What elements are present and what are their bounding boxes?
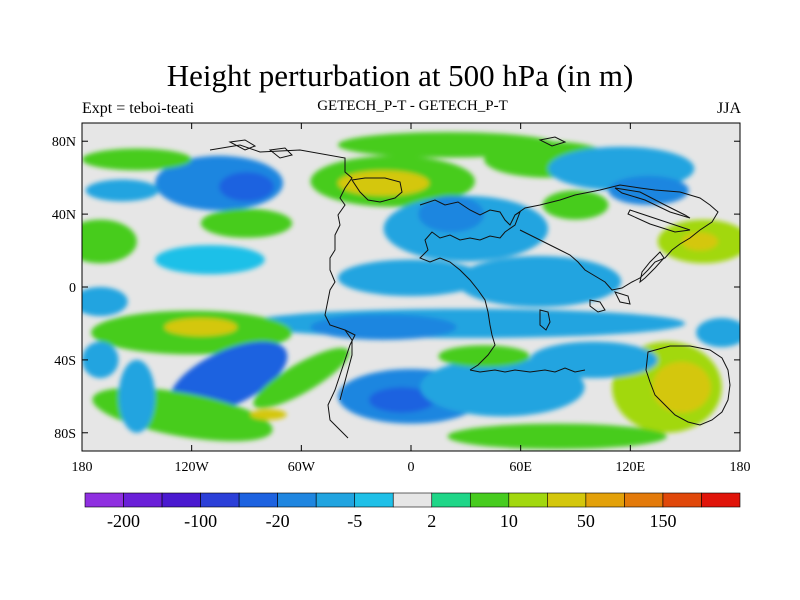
y-tick-label-3: 40S	[54, 354, 76, 369]
y-tick-label-4: 80S	[54, 427, 76, 442]
colorbar-box-10	[469, 492, 510, 508]
field-west-pacific-high-core	[681, 232, 719, 251]
axis-ticks: 180 120W 60W 0 60E 120E 180 80N 40N 0 40S 80S	[52, 123, 751, 475]
field-pacific-north-low-core	[219, 172, 274, 202]
greenland-coast	[351, 177, 403, 203]
x-tick-label-0: 180	[72, 460, 93, 475]
field-antarctic-pacific-high-core	[250, 409, 287, 421]
colorbar-box-6	[315, 492, 356, 508]
field-tropics-low	[337, 259, 485, 297]
experiment-label: Expt = teboi-teati	[82, 100, 195, 117]
colorbar-box-15	[662, 492, 702, 508]
field-dateline-high	[82, 219, 137, 264]
field-east-pacific-tropic-low	[155, 245, 265, 275]
y-tick-label-1: 40N	[52, 208, 76, 223]
field-pacific-west-low	[85, 179, 159, 202]
arctic-islands	[228, 136, 567, 159]
colorbar-label-3: -5	[347, 511, 362, 531]
field-equatorial-low-west	[82, 287, 128, 317]
colorbar-box-1	[123, 492, 163, 508]
field-indian-low	[456, 256, 622, 308]
field-south-america-low	[310, 314, 457, 340]
field-antarctica-edge-high	[447, 423, 667, 450]
colorbar-box-3	[200, 492, 240, 508]
field-asia-high	[542, 190, 609, 220]
field-australia-high-core	[652, 361, 711, 413]
x-tick-label-3: 0	[408, 460, 415, 475]
field-southern-africa-high	[438, 345, 530, 368]
colorbar-label-7: 150	[649, 511, 676, 531]
colorbar-label-0: -200	[107, 511, 140, 531]
x-tick-label-6: 180	[730, 460, 751, 475]
field-east-asia-low-core	[608, 175, 689, 205]
x-tick-label-2: 60W	[288, 460, 316, 475]
colorbar-box-4	[238, 492, 278, 508]
field-south-pacific-edge-low	[82, 341, 119, 379]
field-south-pacific-high-core	[164, 317, 238, 337]
colorbar-label-5: 10	[500, 511, 518, 531]
asia-coast	[514, 184, 719, 291]
colorbar-box-2	[161, 492, 201, 508]
field-indian-ocean-low	[420, 358, 585, 417]
antarctic-margin	[469, 367, 586, 373]
europe-africa-coast	[419, 199, 521, 371]
colorbar-box-9	[431, 492, 471, 508]
map-area: 180 120W 60W 0 60E 120E 180 80N 40N 0 40S 80S	[52, 122, 751, 475]
field-south-pacific-band-low	[118, 359, 156, 433]
north-america-coast	[209, 144, 356, 439]
field-australia-north-low	[529, 341, 658, 379]
colorbar-box-11	[508, 492, 548, 508]
field-europe-low-core	[418, 195, 485, 233]
field-atlantic-north-high-core	[337, 170, 430, 196]
colorbar-label-4: 2	[427, 511, 436, 531]
australia-coast	[645, 345, 731, 426]
maritime-islands	[589, 291, 631, 313]
field-tropical-band-low	[246, 308, 686, 339]
colorbar-label-6: 50	[577, 511, 595, 531]
x-tick-label-4: 60E	[509, 460, 532, 475]
colorbar-box-14	[624, 492, 664, 508]
colorbar-box-12	[547, 492, 587, 508]
x-tick-label-1: 120W	[175, 460, 210, 475]
colorbar-box-8	[392, 492, 433, 508]
chart-title: Height perturbation at 500 hPa (in m)	[166, 58, 634, 93]
height-field	[82, 132, 740, 450]
field-south-atlantic-high	[253, 347, 350, 409]
field-south-pacific-low-core	[195, 357, 250, 392]
season-label: JJA	[716, 100, 741, 117]
dataset-label: GETECH_P-T - GETECH_P-T	[317, 98, 508, 114]
y-tick-label-0: 80N	[52, 135, 76, 150]
colorbar-box-16	[701, 492, 741, 508]
south-chile-coast	[339, 329, 353, 401]
y-tick-label-2: 0	[69, 281, 76, 296]
pacific-ring-2	[627, 209, 691, 233]
south-african-islands	[539, 309, 551, 331]
field-pacific-north-high	[82, 148, 192, 171]
colorbar-box-0	[84, 492, 124, 508]
japan-arc	[639, 251, 665, 284]
field-pacific-high-40n	[200, 208, 293, 238]
field-south-atlantic-low-core	[368, 387, 435, 413]
colorbar-label-2: -20	[266, 511, 290, 531]
coastlines	[209, 136, 731, 439]
pacific-ring-1	[614, 187, 691, 219]
colorbar-label-1: -100	[184, 511, 217, 531]
field-dateline-south-low	[696, 317, 740, 348]
colorbar: -200 -100 -20 -5 2 10 50 150	[84, 492, 741, 531]
colorbar-box-5	[277, 492, 317, 508]
colorbar-box-7	[354, 492, 394, 508]
x-tick-label-5: 120E	[616, 460, 646, 475]
colorbar-box-13	[585, 492, 625, 508]
